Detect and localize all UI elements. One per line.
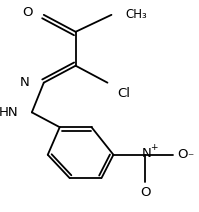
Text: Cl: Cl — [117, 87, 130, 100]
Text: O: O — [140, 186, 150, 199]
Text: CH₃: CH₃ — [125, 8, 147, 21]
Text: +: + — [150, 143, 158, 152]
Text: HN: HN — [0, 106, 18, 119]
Text: O: O — [177, 148, 187, 161]
Text: O: O — [23, 6, 33, 19]
Text: ⁻: ⁻ — [187, 151, 193, 165]
Text: N: N — [20, 76, 30, 89]
Text: N: N — [141, 147, 151, 160]
